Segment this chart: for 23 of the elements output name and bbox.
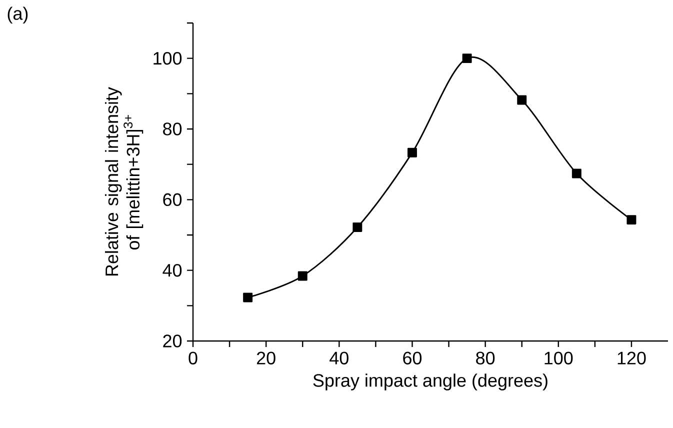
y-tick-label: 20 xyxy=(163,334,182,348)
point xyxy=(298,271,308,281)
y-tick-label: 40 xyxy=(162,264,182,277)
x-axis-title: Spray impact angle (degrees) xyxy=(313,374,548,390)
x-tick-label: 100 xyxy=(544,352,573,364)
x-tick-label: 20 xyxy=(256,352,276,364)
y-tick-label: 80 xyxy=(163,122,182,136)
y-tick-label: 100 xyxy=(154,52,182,65)
point xyxy=(462,54,472,64)
point xyxy=(517,95,527,105)
x-tick-label: 60 xyxy=(403,352,422,364)
y-tick-label: 60 xyxy=(163,193,182,206)
point xyxy=(572,168,582,178)
x-tick-label: 0 xyxy=(188,352,198,364)
y-axis-title: Relative signal intensity of [melittin+3H]$^{3+}$ xyxy=(104,87,144,276)
text: (a) xyxy=(8,6,28,24)
x-tick-label: 120 xyxy=(618,352,646,364)
point xyxy=(352,222,362,232)
x-tick-label: 40 xyxy=(330,352,348,364)
point xyxy=(408,148,417,158)
point xyxy=(626,215,636,225)
x-tick-label: 80 xyxy=(476,352,495,364)
point xyxy=(243,292,253,302)
